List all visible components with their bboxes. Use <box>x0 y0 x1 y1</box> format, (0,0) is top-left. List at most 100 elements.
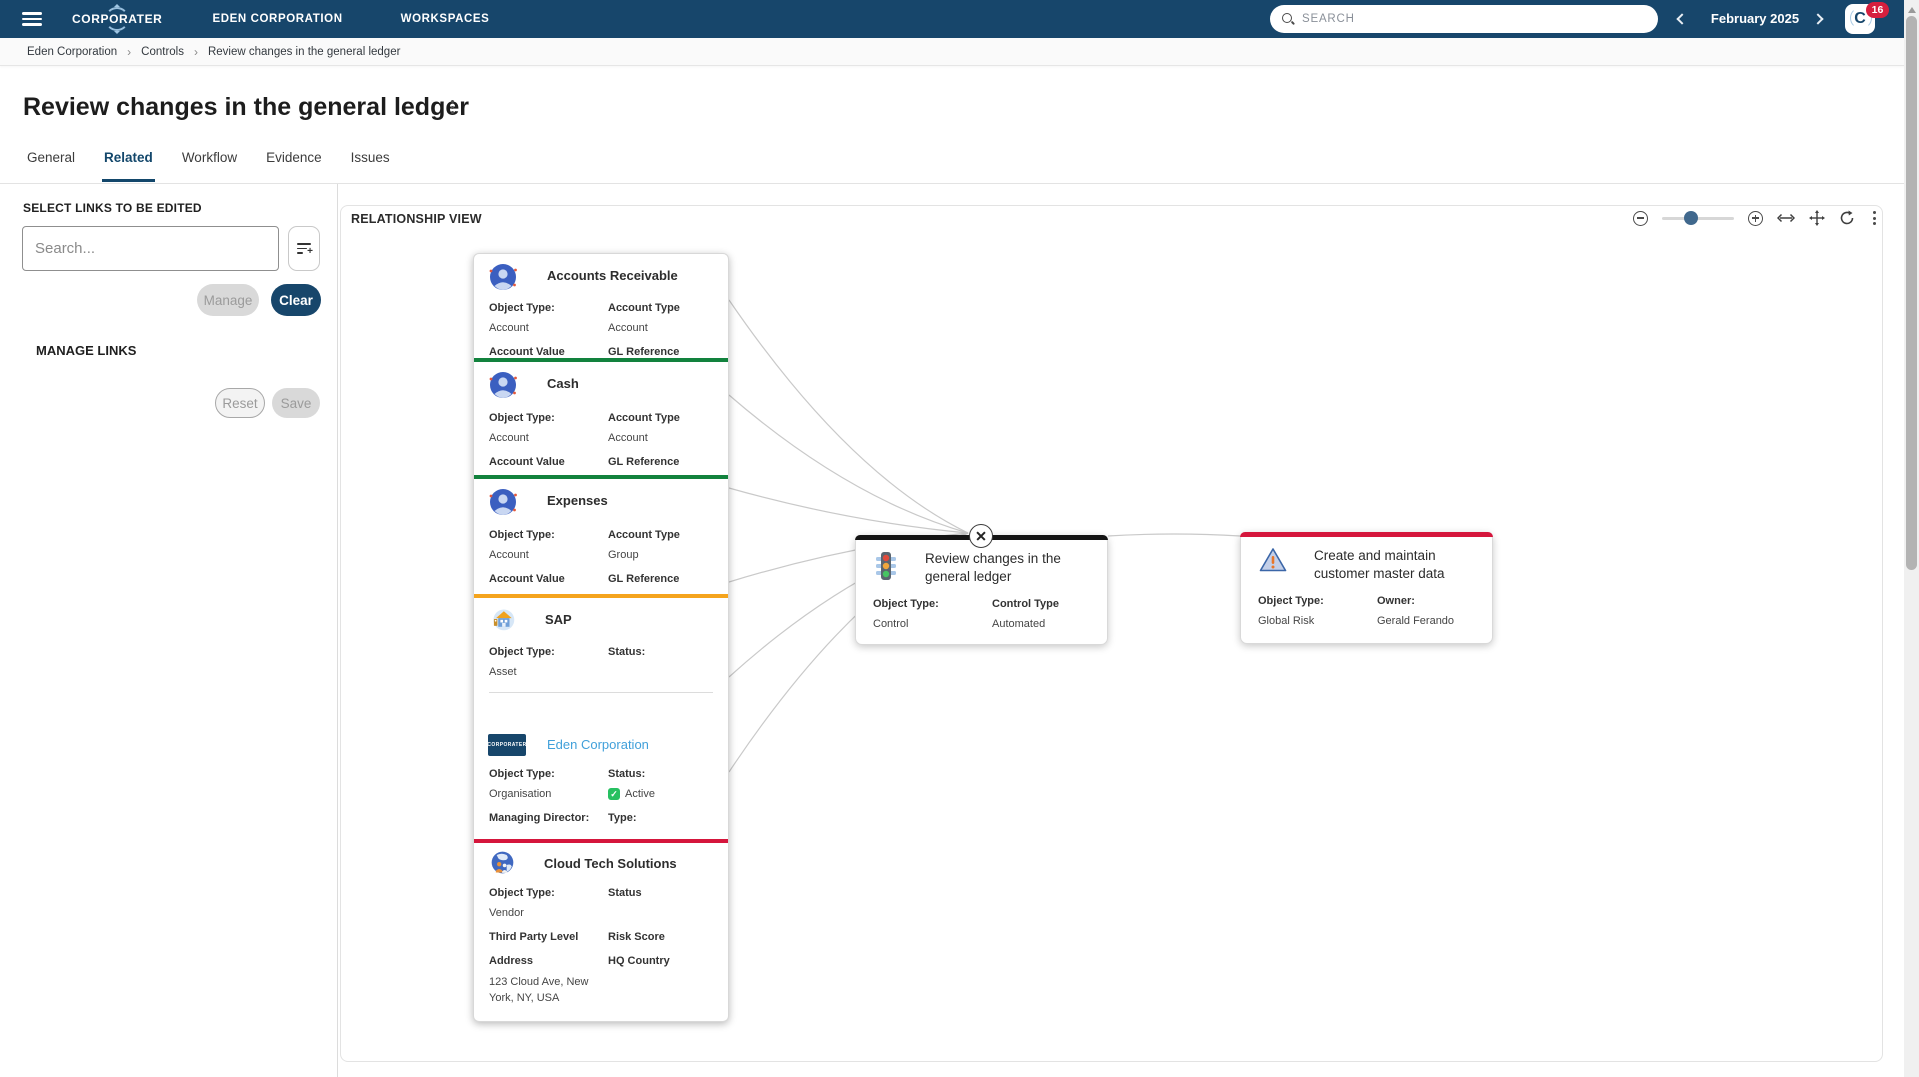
node-title: Create and maintain customer master data <box>1314 548 1445 582</box>
person-avatar-icon <box>489 264 517 290</box>
scroll-up-icon[interactable] <box>1907 3 1916 13</box>
breadcrumb-separator-icon: › <box>127 44 132 59</box>
field-label: Object Type: <box>489 768 555 780</box>
zoom-slider-thumb[interactable] <box>1684 211 1698 225</box>
compass-ring-icon <box>105 4 130 34</box>
field-label: Account Value <box>489 456 565 468</box>
page-title: Review changes in the general ledger <box>23 93 469 121</box>
tab-related[interactable]: Related <box>102 150 155 182</box>
field-label: GL Reference <box>608 573 680 585</box>
window-scrollbar[interactable] <box>1904 0 1919 1077</box>
field-value: Account <box>608 322 648 334</box>
node-expenses[interactable]: Expenses Object Type: Account Type Accou… <box>474 475 728 594</box>
node-risk-customer-master-data[interactable]: Create and maintain customer master data… <box>1240 532 1493 644</box>
nav-item-eden-corporation[interactable]: EDEN CORPORATION <box>212 13 343 25</box>
status-active: ✓ Active <box>608 788 720 800</box>
reset-button[interactable]: Reset <box>215 388 265 418</box>
previous-period-icon[interactable] <box>1676 13 1688 25</box>
clear-button[interactable]: Clear <box>271 284 321 316</box>
field-label: Object Type: <box>489 302 555 314</box>
breadcrumb: Eden Corporation › Controls › Review cha… <box>0 38 1919 66</box>
manage-button[interactable]: Manage <box>197 284 259 316</box>
field-label: Object Type: <box>873 598 939 611</box>
field-label: Address <box>489 955 534 967</box>
notification-badge: 16 <box>1866 2 1889 18</box>
field-label: Object Type: <box>489 887 555 899</box>
scrollbar-thumb[interactable] <box>1906 16 1917 570</box>
tab-bar: General Related Workflow Evidence Issues <box>27 150 390 182</box>
field-value: Account <box>489 432 529 444</box>
node-accent-red <box>1240 532 1493 537</box>
nav-item-workspaces[interactable]: WORKSPACES <box>400 13 490 25</box>
field-label: Account Value <box>489 346 565 358</box>
next-period-icon[interactable] <box>1812 13 1824 25</box>
traffic-light-icon <box>876 552 896 580</box>
node-title: Cloud Tech Solutions <box>544 856 677 871</box>
node-cash[interactable]: Cash Object Type: Account Type Account A… <box>474 358 728 475</box>
node-title-link[interactable]: Eden Corporation <box>547 737 649 752</box>
node-accent-red <box>474 839 728 843</box>
node-title: SAP <box>545 612 572 627</box>
corporater-logo[interactable]: CORPORATER <box>66 4 168 34</box>
close-icon[interactable] <box>969 524 993 548</box>
search-icon <box>1282 13 1294 25</box>
active-check-icon: ✓ <box>608 788 620 800</box>
field-label: Object Type: <box>489 646 555 658</box>
top-navbar: CORPORATER EDEN CORPORATION WORKSPACES F… <box>0 0 1919 38</box>
field-label: GL Reference <box>608 346 680 358</box>
node-eden-corporation[interactable]: CORPORATER Eden Corporation Object Type:… <box>474 719 728 839</box>
field-value: Account <box>489 549 529 561</box>
corporater-c-icon: C <box>1850 7 1872 29</box>
globe-people-icon <box>491 851 514 874</box>
tab-issues[interactable]: Issues <box>350 150 390 165</box>
field-label: Risk Score <box>608 931 665 943</box>
breadcrumb-eden-corporation[interactable]: Eden Corporation <box>27 45 118 58</box>
node-accent-green <box>474 358 728 362</box>
pan-icon[interactable] <box>1809 210 1825 226</box>
zoom-out-icon[interactable] <box>1633 210 1648 226</box>
breadcrumb-controls[interactable]: Controls <box>141 45 184 58</box>
field-label: Status: <box>608 768 646 780</box>
global-search-input[interactable] <box>1302 13 1658 25</box>
tab-workflow[interactable]: Workflow <box>181 150 238 165</box>
field-label: GL Reference <box>608 456 680 468</box>
zoom-slider[interactable] <box>1662 211 1734 225</box>
reset-view-icon[interactable] <box>1839 210 1855 226</box>
field-value: Gerald Ferando <box>1377 615 1455 628</box>
node-title: Cash <box>547 376 579 391</box>
field-value: Global Risk <box>1258 615 1315 628</box>
field-label: Account Type <box>608 302 680 314</box>
links-search-input[interactable] <box>22 226 279 271</box>
add-filter-button[interactable]: + <box>288 226 320 271</box>
field-label: Status: <box>608 646 646 658</box>
field-label: Managing Director: <box>489 812 590 824</box>
node-sap[interactable]: SAP Object Type: Status: Asset <box>474 594 728 719</box>
field-label: Owner: <box>1377 595 1415 608</box>
card-divider <box>489 692 713 693</box>
field-label: Account Value <box>489 573 565 585</box>
relationship-view-header: RELATIONSHIP VIEW <box>351 212 482 226</box>
node-cloud-tech-solutions[interactable]: Cloud Tech Solutions Object Type: Status… <box>474 839 728 1021</box>
warning-triangle-icon <box>1259 548 1287 572</box>
tab-evidence[interactable]: Evidence <box>266 150 322 165</box>
field-value: Vendor <box>489 907 524 919</box>
node-title: Accounts Receivable <box>547 268 678 283</box>
zoom-in-icon[interactable] <box>1748 210 1763 226</box>
field-value: Organisation <box>489 788 552 800</box>
field-value: Account <box>608 432 648 444</box>
node-title: Expenses <box>547 493 608 508</box>
page-title-menu-icon[interactable] <box>445 100 459 120</box>
tab-general[interactable]: General <box>27 150 76 165</box>
fit-width-icon[interactable] <box>1777 212 1795 224</box>
breadcrumb-current-page: Review changes in the general ledger <box>207 45 401 58</box>
field-label: Account Type <box>608 529 680 541</box>
node-control-review-changes[interactable]: Review changes in the general ledger Obj… <box>855 524 1108 645</box>
node-accounts-receivable[interactable]: Accounts Receivable Object Type: Account… <box>474 254 728 358</box>
tabs-divider <box>0 183 1904 184</box>
save-button[interactable]: Save <box>272 388 320 418</box>
period-selector[interactable]: February 2025 <box>1710 11 1800 26</box>
field-label: Third Party Level <box>489 931 579 943</box>
hamburger-menu-icon[interactable] <box>22 12 42 26</box>
sidebar-divider <box>337 184 338 1077</box>
more-options-icon[interactable] <box>1869 210 1880 226</box>
